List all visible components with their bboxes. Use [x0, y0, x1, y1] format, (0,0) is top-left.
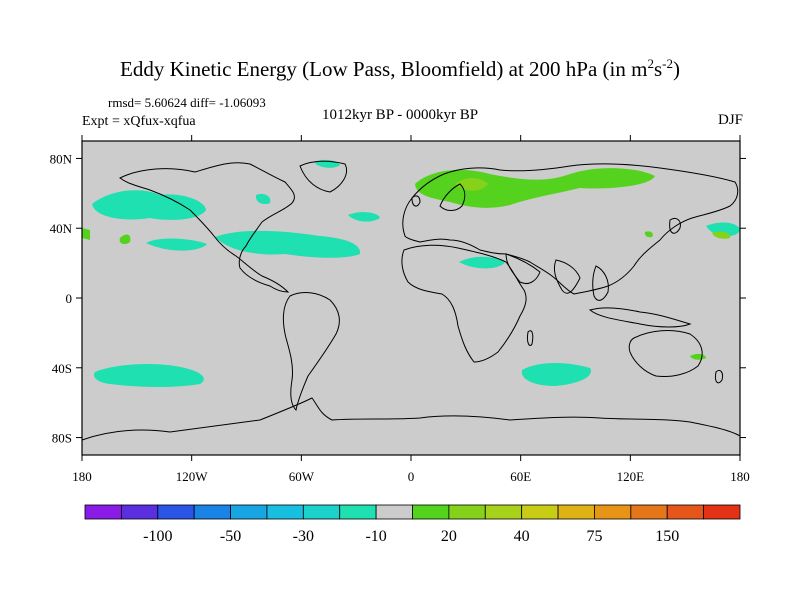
coast-scandinavia [439, 183, 466, 211]
chart-title: Eddy Kinetic Energy (Low Pass, Bloomfiel… [120, 56, 680, 81]
colorbar-label: 75 [586, 528, 602, 545]
coast-indochina [592, 265, 609, 301]
lon-tick-label: 120W [176, 469, 209, 484]
region-africa-north [459, 256, 505, 269]
lat-tick-label: 0 [66, 291, 73, 306]
colorbar: -100 -50 -30 -10 20 40 75 150 [84, 504, 741, 545]
region-pacific-subtropical [146, 238, 207, 251]
colorbar-swatch [666, 504, 705, 520]
colorbar-swatch [448, 504, 486, 520]
coast-eurasia [402, 163, 739, 295]
region-south-indian [521, 363, 591, 386]
coast-antarctica [81, 397, 741, 441]
coast-new-zealand [715, 369, 723, 384]
lon-tick-label: 180 [72, 469, 92, 484]
coast-madagascar [527, 330, 534, 346]
lon-tick-label: 0 [408, 469, 415, 484]
colorbar-label: -10 [365, 528, 386, 545]
coast-uk [411, 195, 421, 207]
coast-greenland [299, 160, 347, 193]
colorbar-swatch [412, 504, 450, 520]
region-n-pacific-west [92, 190, 206, 220]
coast-indonesia [588, 307, 692, 328]
colorbar-swatch [266, 504, 304, 520]
lat-tick-label: 80S [52, 431, 72, 446]
colorbar-swatch [193, 504, 231, 520]
coast-japan [669, 217, 681, 234]
region-pacific-green-small [119, 234, 131, 245]
coast-africa [401, 244, 527, 363]
region-eurasia-band [415, 168, 655, 208]
colorbar-label: 20 [441, 528, 457, 545]
lon-tick-label: 180 [730, 469, 750, 484]
region-west-pac-green [712, 231, 731, 239]
region-n-america-small [255, 193, 271, 205]
colorbar-swatch [375, 504, 413, 520]
lon-tick-label: 120E [617, 469, 645, 484]
colorbar-swatch [630, 504, 668, 520]
coast-arabia [505, 253, 541, 285]
colorbar-swatch [594, 504, 632, 520]
colorbar-swatch [521, 504, 559, 520]
colorbar-label: -30 [293, 528, 314, 545]
coast-australia [628, 330, 703, 377]
lat-tick-label: 80N [50, 151, 73, 166]
colorbar-swatch [157, 504, 195, 520]
lat-tick-label: 40S [52, 361, 72, 376]
lon-tick-label: 60W [289, 469, 315, 484]
region-atlantic-north [348, 212, 380, 222]
colorbar-label: 40 [514, 528, 530, 545]
colorbar-swatch [484, 504, 523, 520]
lon-axis: 180 120W 60W 0 60E 120E 180 [72, 135, 750, 484]
coast-south-america [282, 292, 340, 412]
period-label: 1012kyr BP - 0000kyr BP [321, 107, 479, 123]
colorbar-swatch [302, 504, 341, 520]
colorbar-swatch [557, 504, 595, 520]
coastlines [81, 160, 741, 441]
experiment-label: Expt = xQfux-xqfua [82, 114, 196, 129]
region-south-pacific [93, 364, 204, 387]
colorbar-swatch [120, 504, 159, 520]
stats-label: rmsd= 5.60624 diff= -1.06093 [108, 95, 266, 110]
season-label: DJF [717, 112, 743, 128]
colorbar-label: 150 [655, 528, 679, 545]
colorbar-swatch [703, 504, 741, 520]
lat-tick-label: 40N [50, 221, 73, 236]
coast-north-america [119, 162, 295, 293]
lat-axis: 80N 40N 0 40S 80S [50, 151, 746, 446]
colorbar-swatch [84, 504, 122, 520]
colorbar-swatch [230, 504, 268, 520]
map-background [82, 141, 740, 455]
lon-tick-label: 60E [510, 469, 531, 484]
region-india-green [644, 231, 653, 238]
colorbar-label: -50 [220, 528, 241, 545]
colorbar-label: -100 [143, 528, 172, 545]
colorbar-swatch [339, 504, 377, 520]
region-edge-green-left [82, 228, 90, 240]
coast-india [553, 259, 581, 294]
